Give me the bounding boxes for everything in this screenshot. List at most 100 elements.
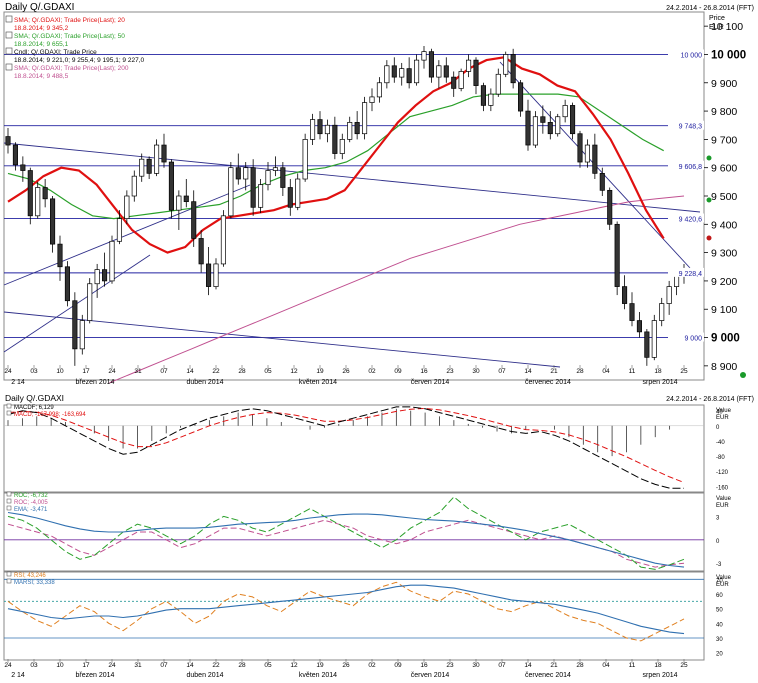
candle-body [258,184,264,208]
x-tick-label: 17 [82,368,90,375]
candle-body [354,122,360,135]
level-label: 9 420,6 [679,216,702,223]
lower-month-axis: 2 14 březen 2014 duben 2014 květen 2014 červ… [11,672,677,679]
month-label: červenec 2014 [525,379,571,386]
candle-body [577,133,583,163]
roc-tick-label: -3 [716,562,722,568]
red-dot-marker[interactable] [706,235,712,241]
roc-tick-label: 0 [716,539,720,545]
candle-body [243,167,249,180]
x-tick-label: 19 [316,368,324,375]
candle-body [131,175,137,197]
candle-body [116,218,122,242]
month-label: březen 2014 [76,379,115,386]
x-tick-label: 14 [186,662,194,669]
candle-body [473,59,479,86]
legend-box [6,403,12,409]
candle-body [124,195,130,219]
y-tick-label: 9 700 [711,134,737,146]
roc-primary-line [7,496,685,570]
candle-body [72,300,78,350]
x-tick-label: 17 [82,662,90,669]
candle-body [198,238,204,265]
level-label-bg [668,160,704,170]
candle-body [518,82,524,112]
rsi-tick-label: 60 [716,593,723,599]
y-tick-label: 9 100 [711,304,737,316]
candle-body [421,51,427,61]
x-tick-label: 02 [368,662,376,669]
x-tick-label: 26 [342,662,350,669]
candle-body [183,195,189,203]
x-tick-label: 03 [30,662,38,669]
legend-box [5,31,13,39]
candle-body [570,105,576,135]
x-tick-label: 10 [56,662,64,669]
candle-body [176,195,182,211]
legend-series-name: SMA; Q/.GDAXI; Trade Price(Last); 20 [14,17,125,24]
green-dot-marker[interactable] [740,372,746,378]
month-label: květen 2014 [299,379,337,386]
x-tick-label: 22 [212,662,220,669]
candle-body [666,286,672,304]
candle-body [592,144,598,174]
y-tick-label: 8 900 [711,361,737,373]
candle-body [414,59,420,84]
legend-series-name: SMA; Q/.GDAXI; Trade Price(Last); 50 [14,33,125,40]
candle-body [532,116,538,146]
month-label: červenec 2014 [525,672,571,679]
candle-body [287,187,293,208]
x-tick-label: 18 [654,662,662,669]
x-tick-label: 11 [629,368,636,375]
candle-body [607,189,613,225]
y-tick-label: 9 600 [711,163,737,175]
candle-body [154,144,160,174]
month-axis: 2 14 březen 2014 duben 2014 květen 2014 červ… [11,379,677,386]
x-tick-label: 07 [160,368,168,375]
macd-line [7,406,684,489]
month-label: červen 2014 [411,672,450,679]
candle-body [614,223,620,287]
x-tick-label: 09 [394,368,402,375]
level-label-bg [668,213,704,223]
main-price-axis-label: Price [709,15,725,22]
month-label: srpen 2014 [642,379,677,386]
level-label-bg [668,49,704,59]
date-x-axis: 24 03 10 17 24 31 07 14 22 28 05 12 19 26 02 09 16 23 30 07… [4,365,688,375]
x-tick-label: 28 [576,368,584,375]
x-tick-label: 12 [290,368,298,375]
candle-body [503,54,509,75]
candle-body [562,105,568,118]
candle-body [206,263,212,287]
candle-body [636,320,642,333]
candle-body [406,68,412,84]
level-label: 9 748,3 [679,124,702,131]
candle-body [362,102,368,135]
candle-body [250,167,256,208]
candle-body [644,331,650,358]
main-currency-label: EUR [709,24,724,31]
rsi-tick-label: 30 [716,637,723,643]
x-tick-label: 28 [238,368,246,375]
candle-body [87,283,93,321]
green-dot-marker-right[interactable] [706,155,712,161]
legend-series-name: SMA; Q/.GDAXI; Trade Price(Last); 200 [14,65,129,72]
legend-box [6,571,12,577]
trend-line-rising [3,184,251,286]
lower-date-range: 24.2.2014 - 26.8.2014 (FFT) [666,396,754,403]
candle-body [391,65,397,78]
x-tick-label: 24 [4,662,12,669]
macd-tick-label: -80 [716,455,725,461]
lower-panel: Daily Q/.GDAXI 24.2.2014 - 26.8.2014 (FF… [3,393,754,679]
month-label: červen 2014 [411,379,450,386]
candle-body [332,124,338,154]
macd-plot-frame [3,404,705,493]
green-dot-marker-mid[interactable] [706,197,712,203]
x-tick-label: 16 [420,662,428,669]
candle-body [317,119,323,135]
x-tick-label: 04 [602,368,610,375]
month-label: srpen 2014 [642,672,677,679]
x-tick-label: 03 [30,368,38,375]
